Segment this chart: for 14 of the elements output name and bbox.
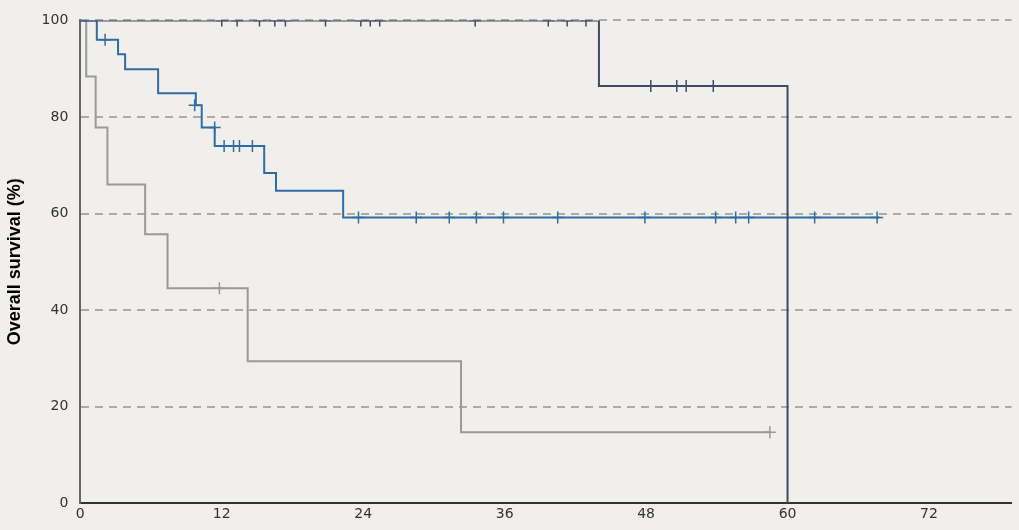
x-tick-label: 0 (75, 505, 85, 522)
y-tick-label: 20 (50, 397, 69, 414)
x-tick-label: 12 (212, 505, 231, 522)
y-tick-label: 80 (50, 107, 69, 124)
x-tick-label: 36 (495, 505, 514, 522)
x-tick-label: 72 (920, 505, 938, 522)
y-axis-title: Overall survival (%) (3, 178, 24, 346)
x-tick-label: 60 (778, 505, 797, 522)
x-tick-label: 24 (354, 505, 373, 522)
y-tick-label: 60 (50, 204, 69, 221)
y-tick-label: 40 (50, 300, 69, 317)
y-tick-label: 100 (41, 11, 69, 28)
y-tick-label: 0 (59, 493, 69, 510)
x-tick-label: 48 (637, 505, 656, 522)
